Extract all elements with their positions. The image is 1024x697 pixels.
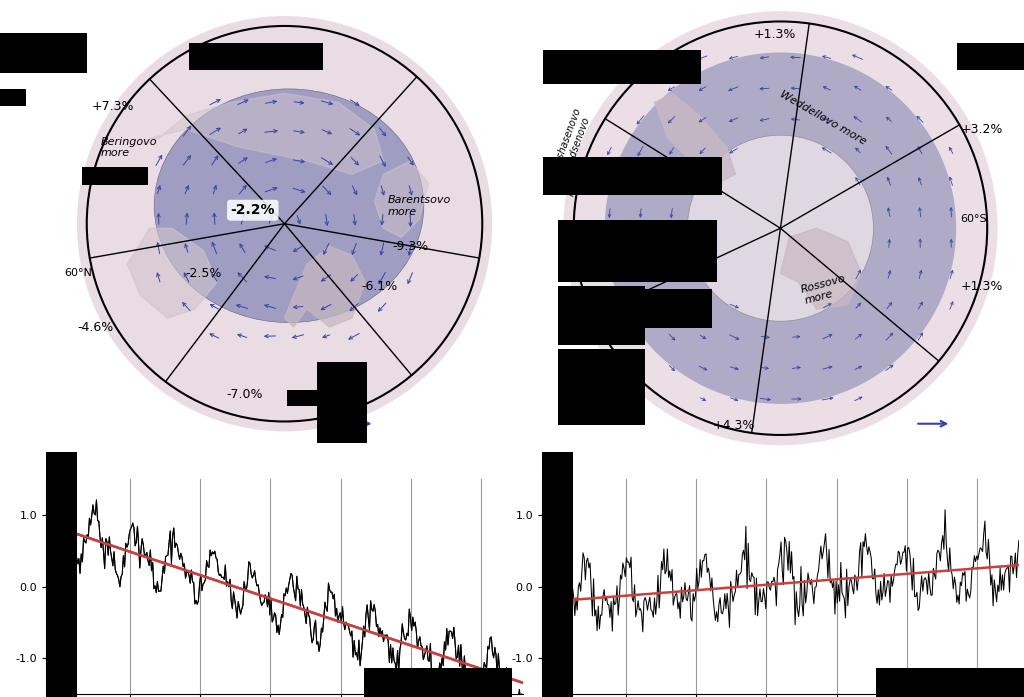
Text: -6.1%: -6.1% bbox=[360, 280, 397, 293]
Text: Weddellovo more: Weddellovo more bbox=[778, 89, 867, 146]
Polygon shape bbox=[375, 161, 428, 237]
Polygon shape bbox=[780, 228, 861, 309]
Text: +7.3%: +7.3% bbox=[91, 100, 134, 114]
Text: -2.5%: -2.5% bbox=[185, 267, 222, 279]
Bar bbox=[46, 480, 523, 694]
Text: Bellingshasenovo
a Amundsenovo
more: Bellingshasenovo a Amundsenovo more bbox=[545, 106, 605, 198]
Text: +1.3%: +1.3% bbox=[961, 280, 1002, 293]
Text: Rossovo
more: Rossovo more bbox=[800, 273, 850, 306]
Text: +3.2%: +3.2% bbox=[961, 123, 1002, 136]
Text: +1.3%: +1.3% bbox=[754, 29, 796, 41]
Polygon shape bbox=[285, 246, 366, 327]
Text: -7.0%: -7.0% bbox=[226, 388, 262, 401]
Text: -4.3%: -4.3% bbox=[560, 267, 596, 279]
Text: -2.2%: -2.2% bbox=[230, 204, 275, 217]
Ellipse shape bbox=[605, 52, 956, 404]
Text: Barentsovo
more: Barentsovo more bbox=[388, 195, 452, 217]
Polygon shape bbox=[654, 93, 735, 183]
Text: 60°S: 60°S bbox=[961, 214, 987, 224]
Ellipse shape bbox=[563, 11, 997, 445]
Text: +4.3%: +4.3% bbox=[713, 420, 756, 432]
Text: 60°N: 60°N bbox=[65, 268, 92, 278]
Bar bbox=[46, 452, 77, 697]
Text: Beringovo
more: Beringovo more bbox=[100, 137, 157, 158]
Polygon shape bbox=[150, 93, 383, 174]
Polygon shape bbox=[127, 228, 217, 318]
Ellipse shape bbox=[77, 16, 493, 431]
Bar bbox=[542, 452, 573, 697]
Text: -9.3%: -9.3% bbox=[392, 240, 429, 253]
Text: -4.6%: -4.6% bbox=[78, 321, 114, 334]
Ellipse shape bbox=[155, 89, 424, 323]
Ellipse shape bbox=[687, 135, 873, 321]
